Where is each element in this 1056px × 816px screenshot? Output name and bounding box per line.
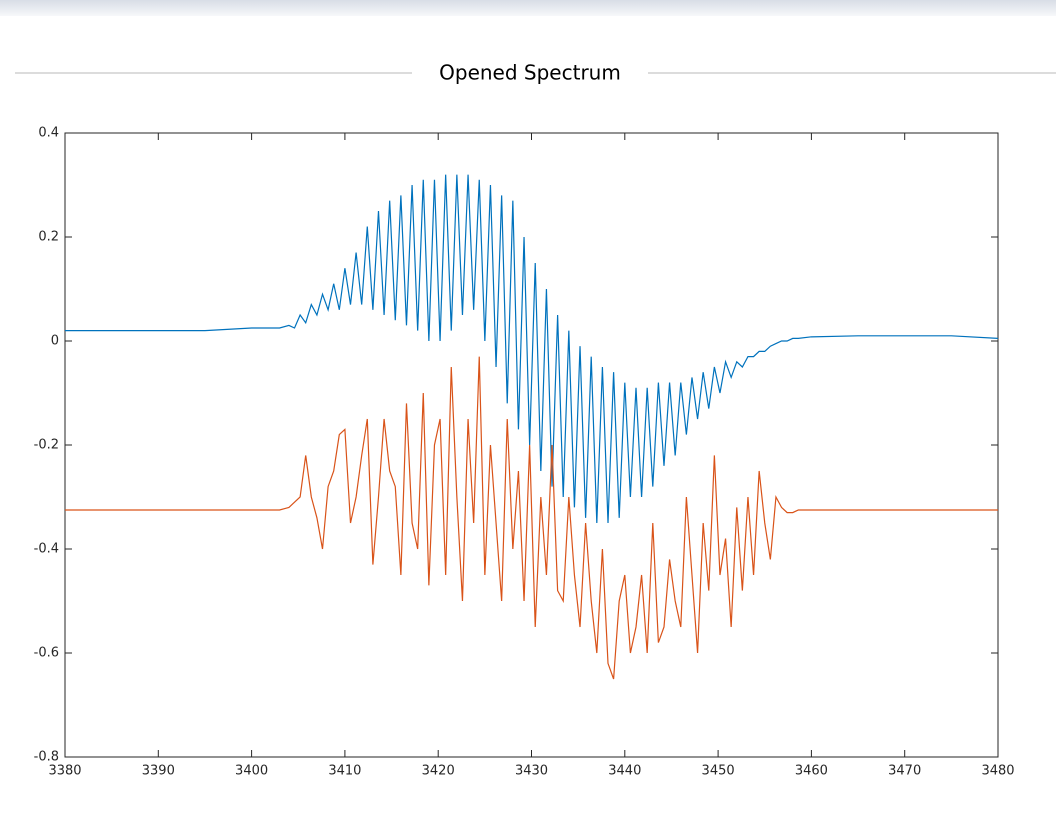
x-tick-label: 3450 xyxy=(702,764,735,779)
x-tick-label: 3460 xyxy=(795,764,828,779)
series-line xyxy=(65,174,999,524)
y-tick-label: -0.6 xyxy=(34,646,59,661)
x-tick-label: 3400 xyxy=(235,764,268,779)
y-tick-label: -0.2 xyxy=(34,438,59,453)
y-tick-label: 0.2 xyxy=(38,230,59,245)
y-tick-label: -0.8 xyxy=(34,750,59,765)
x-tick-label: 3440 xyxy=(608,764,641,779)
x-tick-label: 3470 xyxy=(888,764,921,779)
x-tick-label: 3480 xyxy=(981,764,1014,779)
x-tick-label: 3380 xyxy=(48,764,81,779)
x-tick-label: 3410 xyxy=(328,764,361,779)
x-tick-label: 3430 xyxy=(515,764,548,779)
y-tick-label: -0.4 xyxy=(34,542,59,557)
plot-area xyxy=(64,132,999,758)
series-line xyxy=(65,356,998,680)
y-tick-label: 0.4 xyxy=(38,126,59,141)
chart-title: Opened Spectrum xyxy=(439,61,621,85)
y-tick-label: 0 xyxy=(51,334,59,349)
window-strip xyxy=(0,0,1056,16)
x-tick-label: 3390 xyxy=(142,764,175,779)
x-tick-label: 3420 xyxy=(422,764,455,779)
